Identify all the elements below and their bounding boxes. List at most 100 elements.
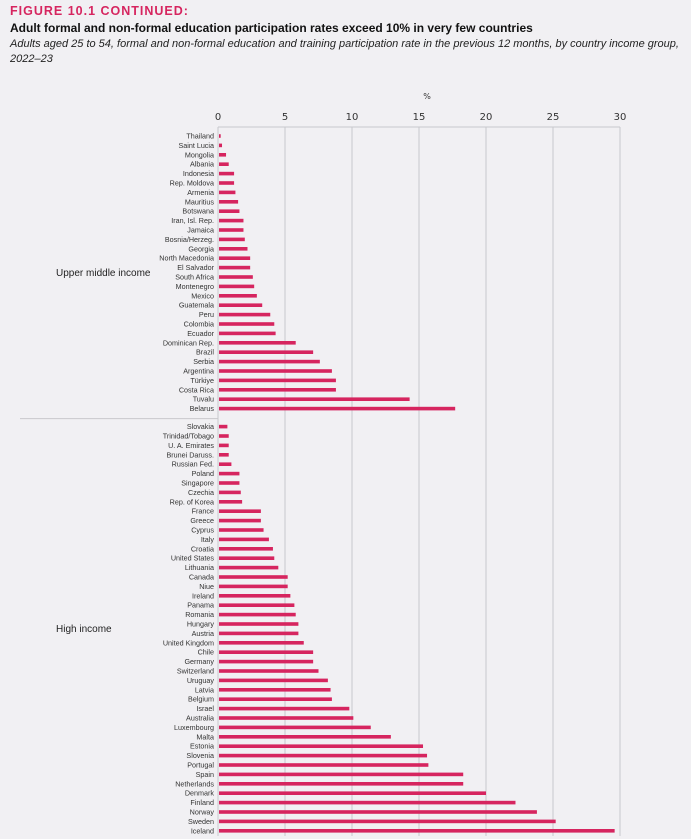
category-label: Argentina [183,367,214,376]
bar [219,641,304,645]
category-label: Rep. of Korea [170,497,214,506]
category-label: Romania [185,610,214,619]
bar [219,181,235,185]
bar [219,565,279,570]
category-label: Thailand [186,132,214,141]
chart-title: Adult formal and non-formal education pa… [10,21,533,35]
bar [219,518,261,523]
category-label: Armenia [187,188,214,197]
category-label: France [192,507,214,516]
category-label: Rep. Moldova [170,179,214,188]
bar [219,782,464,786]
bar [219,622,299,626]
category-label: Canada [189,573,214,582]
x-axis-unit-label: % [423,92,431,101]
bar [219,397,410,401]
bar [219,341,296,345]
x-tick-label: 20 [480,112,493,123]
bar [219,659,314,664]
bar [219,650,314,654]
x-tick-label: 30 [614,112,627,123]
category-label: Brunei Daruss. [166,450,214,459]
bar [219,471,240,476]
category-label: Ecuador [187,329,214,338]
bar [219,312,271,317]
bar [219,331,276,336]
category-label: Indonesia [183,169,214,178]
group-labels: Upper middle income High income [20,268,218,635]
category-label: Dominican Rep. [163,338,214,347]
bar [219,200,239,204]
category-label: Latvia [195,685,214,694]
category-label: Colombia [184,320,214,329]
gridlines [217,127,621,836]
bar [219,388,336,392]
bar [219,509,261,513]
bar [219,247,248,251]
x-tick-label: 0 [215,112,221,123]
x-tick-label: 10 [346,112,359,123]
category-label: Peru [199,310,214,319]
category-label: Mexico [191,291,214,300]
bar [219,462,232,466]
category-label: Spain [196,770,214,779]
category-label: Serbia [193,357,214,366]
category-label: Hungary [187,620,215,629]
bar [219,265,251,270]
bar [219,209,240,213]
category-label: South Africa [175,273,214,282]
category-label: North Macedonia [159,254,214,263]
group-label: Upper middle income [56,268,151,279]
bars [219,134,615,833]
category-label: Mongolia [185,150,214,159]
category-label: Czechia [188,488,214,497]
category-label: Guatemala [179,301,214,310]
category-label: Saint Lucia [178,141,214,150]
category-label: Slovakia [187,422,214,431]
category-label: Iceland [191,826,214,835]
category-label: Slovenia [186,751,214,760]
bar [219,603,295,607]
category-label: Jamaica [187,226,214,235]
bar [219,763,429,767]
bar [219,424,228,429]
x-tick-label: 5 [282,112,288,123]
category-label: Finland [190,798,214,807]
category-label: Israel [196,704,214,713]
category-label: Albania [190,160,214,169]
category-label: Estonia [190,742,214,751]
bar [219,829,615,833]
category-label: Mauritius [185,197,215,206]
bar [219,218,244,223]
bar [219,453,229,457]
category-label: Greece [190,516,214,525]
bar [219,228,244,232]
bar [219,631,299,636]
x-axis: 0 5 10 15 20 25 30 [215,112,627,128]
category-label: Niue [199,582,214,591]
bar [219,678,328,683]
bar [219,481,240,485]
category-label: Montenegro [176,282,214,291]
bar [219,350,314,354]
category-label: Chile [198,648,214,657]
bar [219,294,257,298]
category-label: Bosnia/Herzeg. [165,235,214,244]
bar [219,134,221,138]
category-label: Italy [201,535,215,544]
bar [219,171,235,176]
bar [219,256,251,260]
bar [219,359,320,364]
bar [219,612,296,617]
bar [219,547,273,551]
bar [219,725,371,730]
bar [219,143,223,148]
x-tick-label: 15 [413,112,426,123]
category-label: Uruguay [187,676,215,685]
category-label: Croatia [191,544,214,553]
bar [219,556,275,560]
category-label: United States [171,554,215,563]
x-tick-label: 25 [547,112,560,123]
category-label: Costa Rica [179,385,214,394]
